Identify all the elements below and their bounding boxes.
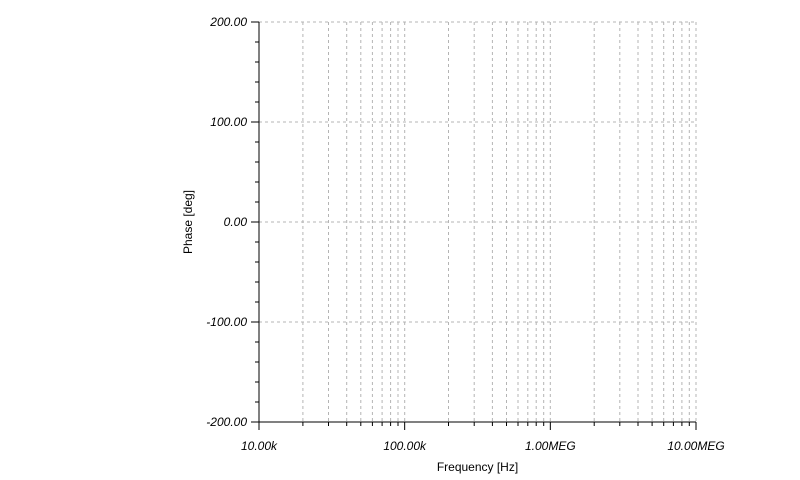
x-tick-label: 1.00MEG bbox=[525, 439, 576, 453]
x-axis-label: Frequency [Hz] bbox=[437, 460, 518, 474]
y-tick-label: 0.00 bbox=[224, 215, 248, 229]
grid bbox=[259, 21, 697, 423]
y-axis-label: Phase [deg] bbox=[181, 190, 195, 254]
y-tick-label: 100.00 bbox=[210, 115, 247, 129]
x-tick-label: 100.00k bbox=[383, 439, 427, 453]
y-tick-label: -100.00 bbox=[206, 315, 247, 329]
x-ticks: 10.00k 100.00k 1.00MEG 10.00MEG bbox=[241, 422, 725, 453]
x-tick-label: 10.00MEG bbox=[667, 439, 724, 453]
y-tick-label: -200.00 bbox=[206, 415, 247, 429]
y-tick-label: 200.00 bbox=[209, 15, 247, 29]
x-tick-label: 10.00k bbox=[241, 439, 278, 453]
y-ticks: 200.00 100.00 0.00 -100.00 -200.00 bbox=[206, 15, 259, 429]
